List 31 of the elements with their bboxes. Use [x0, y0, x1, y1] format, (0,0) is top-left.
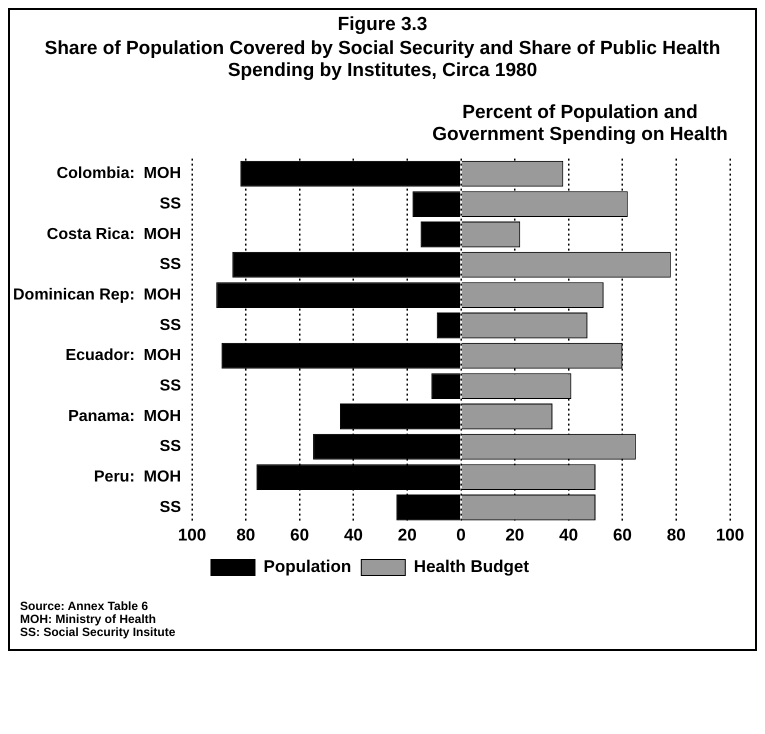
x-axis-title: Percent of Population and Government Spending on Health — [431, 102, 729, 146]
source-note: Source: Annex Table 6 — [20, 599, 150, 613]
x-tick-label: 60 — [612, 525, 632, 544]
x-tick-label: 40 — [559, 525, 578, 544]
x-tick-label: 60 — [290, 525, 310, 544]
y-tick-label: SS — [160, 256, 182, 274]
y-tick-label: Dominican Rep: MOH — [12, 286, 182, 304]
legend-label: Health Budget — [414, 557, 530, 576]
legend-label: Population — [263, 557, 352, 576]
y-tick-label: SS — [160, 378, 182, 395]
x-tick-label: 20 — [398, 525, 417, 544]
y-tick-label: Costa Rica: MOH — [46, 226, 182, 243]
x-tick-label: 40 — [344, 525, 363, 544]
x-tick-label: 100 — [716, 525, 744, 544]
y-tick-label: SS — [160, 438, 182, 456]
text: MOH: Ministry of Health — [20, 612, 158, 626]
y-tick-label: Ecuador: MOH — [65, 347, 182, 364]
chart-title: Figure 3.3 — [336, 14, 428, 36]
x-tick-label: 100 — [178, 525, 206, 544]
text: SS: Social Security Insitute — [20, 625, 176, 639]
y-tick-label: SS — [160, 196, 182, 213]
x-tick-label: 20 — [505, 525, 524, 544]
x-tick-label: 80 — [236, 525, 256, 544]
y-tick-label: SS — [160, 498, 182, 516]
y-tick-label: Peru: MOH — [94, 468, 182, 486]
y-tick-label: Colombia: MOH — [56, 165, 182, 182]
chart-subtitle: Share of Population Covered by Social Security and Share of Public Health Spending by Institutes, Circa 1980 — [44, 37, 722, 82]
x-tick-label: 0 — [456, 525, 466, 544]
x-tick-label: 80 — [666, 525, 686, 544]
y-tick-label: Panama: MOH — [68, 408, 182, 425]
y-tick-label: SS — [160, 316, 182, 334]
